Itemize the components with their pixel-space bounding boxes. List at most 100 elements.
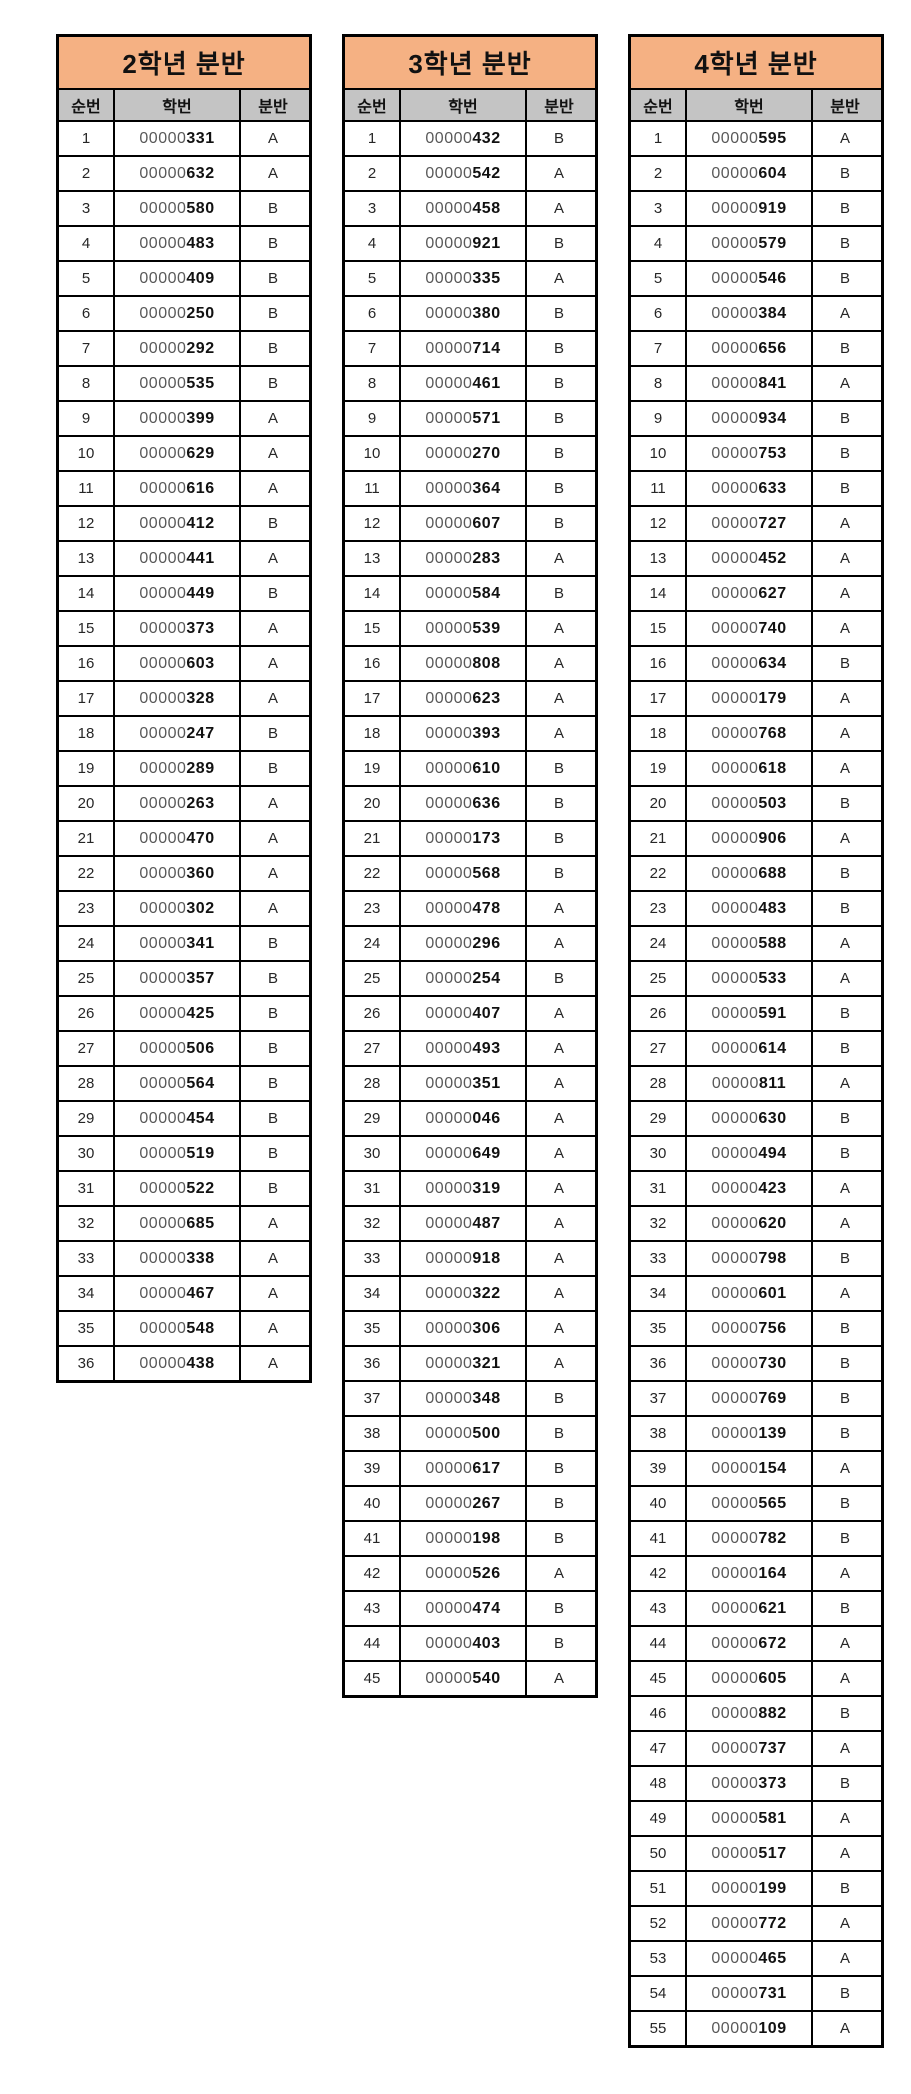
student-id-suffix: 432 [472,129,501,147]
seq-cell: 12 [363,515,381,532]
seq-cell: 25 [77,970,95,987]
table-row: 17 00000 328 A [59,680,309,715]
student-id-cell: 00000 601 [685,1277,811,1310]
table-row: 3 00000 580 B [59,190,309,225]
student-id-suffix: 769 [758,1389,787,1407]
student-id-prefix: 00000 [425,1249,473,1267]
table-row: 35 00000 548 A [59,1310,309,1345]
seq-cell: 23 [649,900,667,917]
seq-cell: 8 [81,375,91,392]
class-cell: B [239,297,305,330]
student-id-prefix: 00000 [139,374,187,392]
table-row: 39 00000 617 B [345,1450,595,1485]
class-cell: A [239,472,305,505]
student-id-suffix: 357 [186,969,215,987]
class-cell: A [239,1207,305,1240]
class-cell: B [811,332,877,365]
student-id-prefix: 00000 [711,1494,759,1512]
class-cell: B [239,507,305,540]
student-id-cell: 00000 452 [685,542,811,575]
table-row: 21 00000 173 B [345,820,595,855]
student-id-prefix: 00000 [139,164,187,182]
seq-cell: 34 [363,1285,381,1302]
student-id-suffix: 164 [758,1564,787,1582]
seq-cell: 30 [77,1145,95,1162]
student-id-cell: 00000 322 [399,1277,525,1310]
class-cell: A [525,1067,591,1100]
table-row: 24 00000 588 A [631,925,881,960]
student-id-prefix: 00000 [139,1179,187,1197]
class-cell: A [525,1172,591,1205]
student-id-prefix: 00000 [711,1564,759,1582]
seq-cell: 21 [363,830,381,847]
class-cell: B [811,997,877,1030]
student-id-prefix: 00000 [711,444,759,462]
student-id-prefix: 00000 [425,1529,473,1547]
student-id-suffix: 198 [472,1529,501,1547]
student-id-suffix: 289 [186,759,215,777]
class-cell: B [811,227,877,260]
student-id-suffix: 616 [186,479,215,497]
student-id-suffix: 740 [758,619,787,637]
class-cell: A [525,1207,591,1240]
seq-cell: 35 [363,1320,381,1337]
table-row: 41 00000 198 B [345,1520,595,1555]
table-row: 27 00000 506 B [59,1030,309,1065]
student-id-suffix: 533 [758,969,787,987]
student-id-suffix: 474 [472,1599,501,1617]
student-id-cell: 00000 740 [685,612,811,645]
student-id-cell: 00000 571 [399,402,525,435]
class-cell: A [811,682,877,715]
seq-cell: 11 [364,480,380,497]
student-id-suffix: 267 [472,1494,501,1512]
seq-cell: 22 [77,865,95,882]
student-id-cell: 00000 360 [113,857,239,890]
student-id-suffix: 627 [758,584,787,602]
student-id-cell: 00000 348 [399,1382,525,1415]
seq-cell: 49 [649,1810,667,1827]
student-id-prefix: 00000 [139,514,187,532]
class-cell: B [811,1767,877,1800]
student-id-prefix: 00000 [139,129,187,147]
grade3-table-title: 3학년 분반 [345,37,595,90]
seq-cell: 15 [649,620,667,637]
seq-cell: 37 [649,1390,667,1407]
seq-cell: 10 [649,445,667,462]
seq-cell: 22 [649,865,667,882]
table-row: 31 00000 522 B [59,1170,309,1205]
student-id-cell: 00000 399 [113,402,239,435]
student-id-prefix: 00000 [139,584,187,602]
class-cell: A [811,1662,877,1695]
table-row: 4 00000 483 B [59,225,309,260]
table-row: 29 00000 630 B [631,1100,881,1135]
student-id-prefix: 00000 [139,1354,187,1372]
student-id-cell: 00000 321 [399,1347,525,1380]
class-cell: B [525,1417,591,1450]
table-row: 18 00000 768 A [631,715,881,750]
seq-cell: 32 [363,1215,381,1232]
student-id-prefix: 00000 [711,969,759,987]
student-id-cell: 00000 331 [113,122,239,155]
student-id-cell: 00000 270 [399,437,525,470]
student-id-cell: 00000 250 [113,297,239,330]
class-cell: B [239,717,305,750]
student-id-cell: 00000 154 [685,1452,811,1485]
table-row: 23 00000 302 A [59,890,309,925]
student-id-cell: 00000 423 [685,1172,811,1205]
student-id-prefix: 00000 [711,1529,759,1547]
seq-cell: 16 [77,655,95,672]
seq-cell: 45 [649,1670,667,1687]
student-id-prefix: 00000 [711,2019,759,2037]
class-cell: A [525,157,591,190]
student-id-cell: 00000 493 [399,1032,525,1065]
class-cell: B [239,1032,305,1065]
seq-cell: 41 [363,1530,381,1547]
student-id-suffix: 250 [186,304,215,322]
class-cell: B [239,227,305,260]
student-id-suffix: 454 [186,1109,215,1127]
seq-cell: 21 [649,830,667,847]
seq-cell: 8 [367,375,377,392]
table-row: 30 00000 519 B [59,1135,309,1170]
student-id-prefix: 00000 [139,969,187,987]
student-id-suffix: 517 [758,1844,787,1862]
